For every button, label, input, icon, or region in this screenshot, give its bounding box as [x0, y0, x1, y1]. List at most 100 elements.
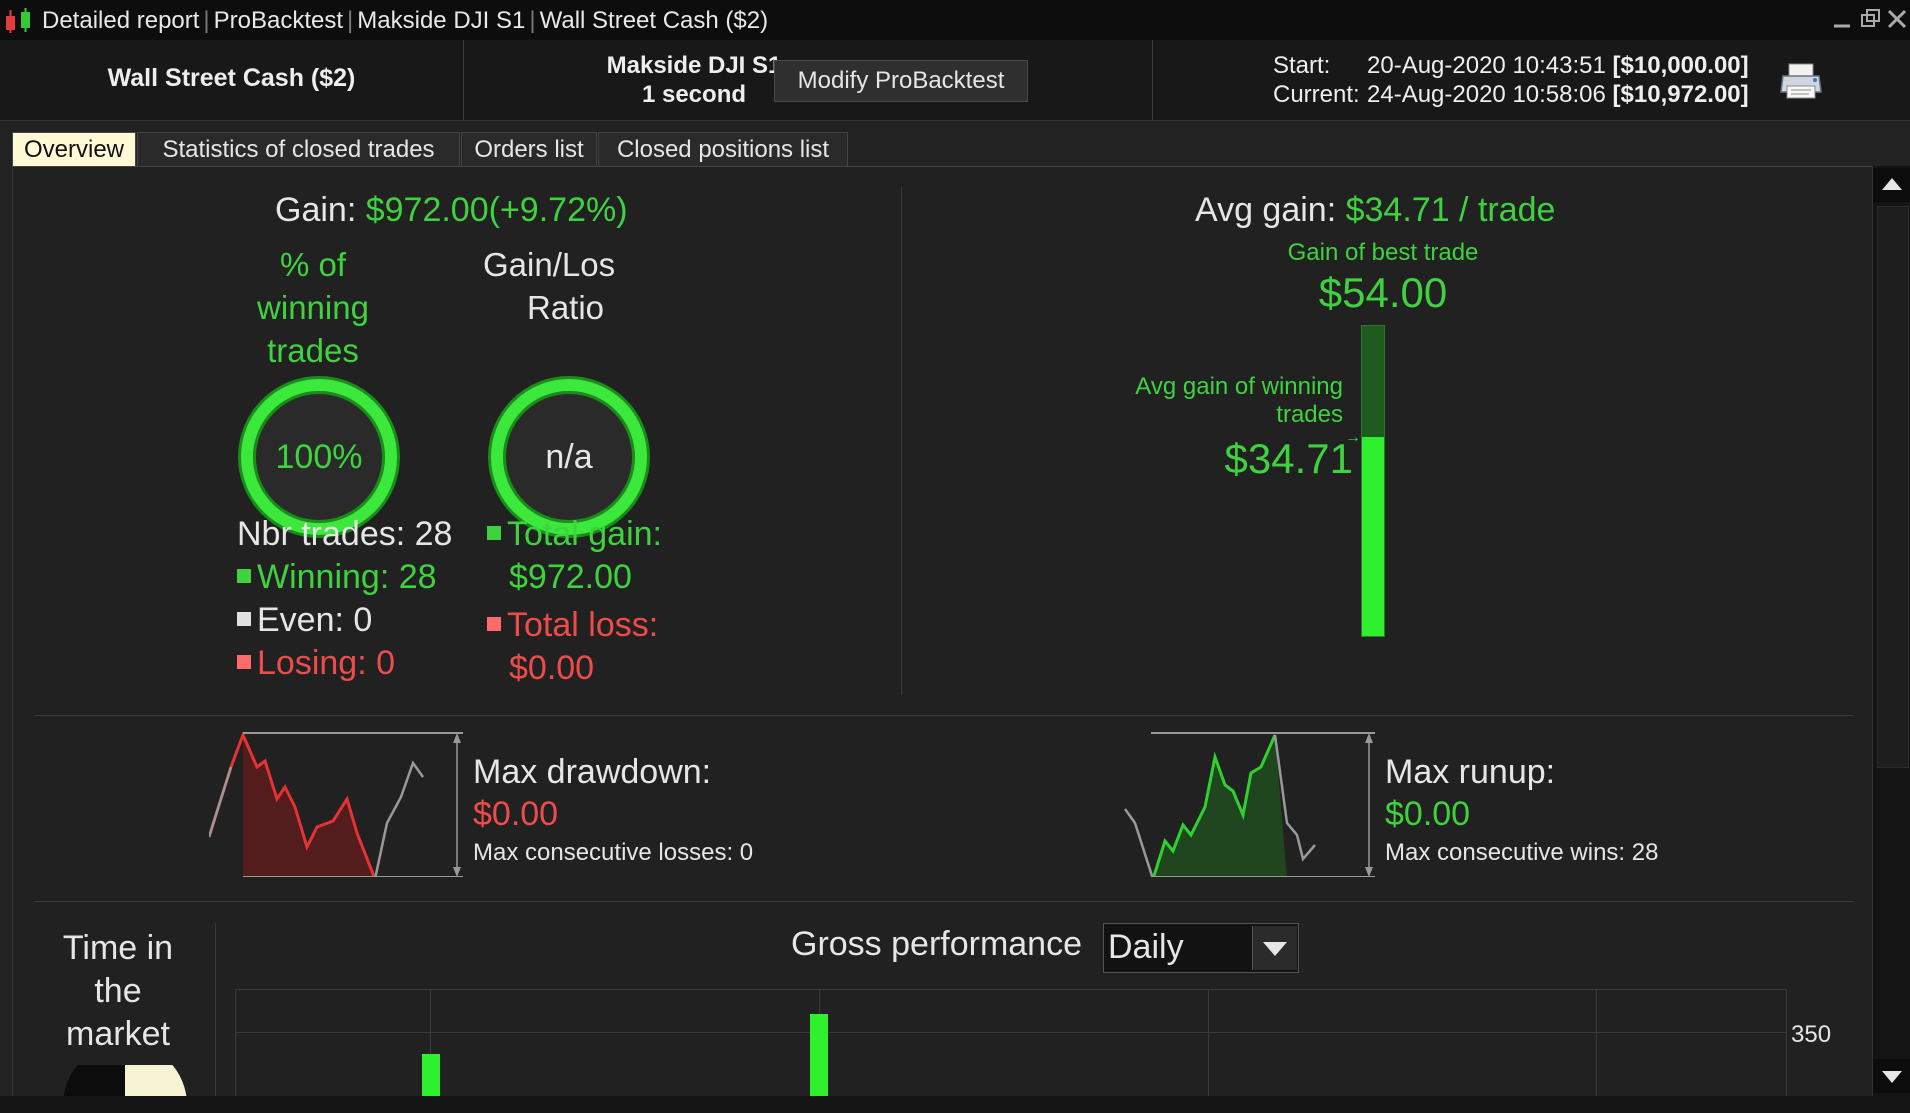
- total-loss-square-icon: [487, 617, 501, 632]
- current-row: Current: 24-Aug-2020 10:58:06 [$10,972.00…: [1273, 81, 1749, 109]
- winning-square-icon: [237, 569, 251, 584]
- drawdown-sparkline: [209, 731, 463, 877]
- gain-loss-ratio-gauge: n/a: [491, 379, 647, 535]
- winning-pct-value: 100%: [275, 438, 363, 476]
- avg-winning-value: $34.71: [1224, 435, 1353, 482]
- chart-vgrid-4: [1596, 990, 1597, 1097]
- tab-statistics-closed-trades[interactable]: Statistics of closed trades: [137, 132, 460, 167]
- runup-sparkline: [1123, 732, 1375, 877]
- best-trade-label: Gain of best trade: [1287, 239, 1479, 266]
- minimize-icon[interactable]: [1830, 6, 1856, 32]
- total-loss-label: Total loss:: [507, 606, 659, 644]
- losing-text: Losing: 0: [257, 644, 395, 682]
- avg-winning-label: Avg gain of winning trades: [1053, 373, 1343, 429]
- arrow-right-icon: →: [1345, 429, 1361, 446]
- time-in-market-pie: [63, 1065, 187, 1097]
- scroll-up-icon[interactable]: [1873, 168, 1910, 202]
- winning-pct-gauge: 100%: [241, 379, 397, 535]
- chart-gridline-350: [236, 1032, 1786, 1033]
- performance-bar: [810, 1014, 828, 1097]
- max-drawdown-value: $0.00: [473, 795, 559, 833]
- title-part-probacktest: ProBacktest: [213, 7, 344, 34]
- restore-icon[interactable]: [1858, 6, 1884, 32]
- chart-vgrid-1: [430, 990, 431, 1097]
- start-date: 20-Aug-2020 10:43:51: [1367, 52, 1606, 79]
- chevron-down-icon[interactable]: [1252, 926, 1297, 970]
- title-part-report: Detailed report: [42, 7, 200, 34]
- avg-gain-value: $34.71 / trade: [1345, 191, 1556, 229]
- start-label: Start:: [1273, 52, 1331, 79]
- overview-divider: [901, 187, 902, 695]
- ratio-title-line1: Gain/Los: [483, 246, 616, 283]
- winning-pct-title-line3: trades: [267, 332, 359, 369]
- modify-probacktest-button[interactable]: Modify ProBacktest: [774, 60, 1028, 102]
- tab-orders-list[interactable]: Orders list: [461, 132, 597, 167]
- chart-vgrid-3: [1208, 990, 1209, 1097]
- avg-gain-bar-fill: [1362, 436, 1384, 636]
- gain-loss-ratio-value: n/a: [545, 438, 593, 476]
- max-runup-label: Max runup:: [1385, 753, 1556, 791]
- best-trade-value: $54.00: [1318, 269, 1448, 316]
- ratio-title-line2: Ratio: [527, 289, 605, 326]
- time-in-market-line3: market: [66, 1015, 170, 1053]
- even-trades: Even: 0: [237, 601, 372, 640]
- winning-text: Winning: 28: [257, 558, 437, 596]
- max-consec-losses: Max consecutive losses: 0: [473, 839, 754, 866]
- total-gain-label: Total gain:: [507, 515, 662, 553]
- max-runup-value: $0.00: [1385, 795, 1471, 833]
- time-in-market-line2: the: [94, 972, 142, 1010]
- losing-square-icon: [237, 655, 251, 670]
- report-header: Wall Street Cash ($2) Makside DJI S1 1 s…: [0, 40, 1910, 121]
- overview-panel: Gain: $972.00(+9.72%) % of winning trade…: [12, 166, 1873, 1097]
- winning-pct-title-line1: % of: [279, 246, 347, 283]
- winning-trades: Winning: 28: [237, 558, 437, 597]
- gain-percent: (+9.72%): [488, 191, 628, 229]
- vertical-scrollbar[interactable]: [1872, 166, 1910, 1096]
- avg-winning-label-line2: trades: [1276, 401, 1343, 428]
- y-tick-350: 350: [1791, 1021, 1832, 1048]
- gross-performance-label: Gross performance: [791, 925, 1082, 963]
- instrument-cell: Wall Street Cash ($2): [0, 40, 464, 120]
- gain-loss-ratio-title: Gain/Los Ratio: [483, 243, 633, 329]
- bottom-strip: [0, 1096, 1910, 1113]
- current-capital: [$10,972.00]: [1612, 81, 1749, 108]
- avg-gain-summary: Avg gain: $34.71 / trade: [1195, 191, 1555, 230]
- gain-label: Gain:: [275, 191, 357, 229]
- current-date: 24-Aug-2020 10:58:06: [1367, 81, 1606, 108]
- scrollbar-thumb[interactable]: [1877, 206, 1909, 768]
- gain-summary: Gain: $972.00(+9.72%): [275, 191, 628, 230]
- losing-trades: Losing: 0: [237, 644, 395, 683]
- period-dropdown[interactable]: Daily: [1103, 923, 1299, 973]
- winning-pct-title-line2: winning: [257, 289, 369, 326]
- tab-overview[interactable]: Overview: [12, 132, 136, 167]
- title-part-instrument: Wall Street Cash ($2): [539, 7, 769, 34]
- section-divider-1: [35, 715, 1853, 716]
- dates-cell: Start: 20-Aug-2020 10:43:51 [$10,000.00] …: [1153, 40, 1910, 120]
- title-part-system: Makside DJI S1: [357, 7, 526, 34]
- even-text: Even: 0: [257, 601, 373, 639]
- time-in-market-line1: Time in: [62, 929, 174, 967]
- avg-gain-label: Avg gain:: [1195, 191, 1337, 229]
- max-drawdown-label: Max drawdown:: [473, 753, 712, 791]
- avg-gain-bar: [1361, 325, 1385, 637]
- period-selected: Daily: [1108, 928, 1184, 966]
- tab-closed-positions-list[interactable]: Closed positions list: [598, 132, 848, 167]
- max-consec-wins: Max consecutive wins: 28: [1385, 839, 1659, 866]
- system-cell: Makside DJI S1 1 second Modify ProBackte…: [464, 40, 1153, 120]
- gain-value: $972.00: [365, 191, 489, 229]
- total-gain-square-icon: [487, 526, 501, 541]
- total-gain-value: $972.00: [509, 558, 632, 596]
- timeframe: 1 second: [641, 81, 747, 108]
- total-loss-value: $0.00: [509, 649, 595, 687]
- instrument-name: Wall Street Cash ($2): [107, 64, 356, 92]
- close-icon[interactable]: [1884, 6, 1910, 32]
- time-in-market-title: Time in the market: [33, 927, 203, 1056]
- scroll-down-icon[interactable]: [1873, 1059, 1910, 1093]
- avg-winning-label-line1: Avg gain of winning: [1135, 373, 1343, 400]
- current-label: Current:: [1273, 81, 1360, 108]
- nbr-trades: Nbr trades: 28: [237, 515, 453, 553]
- printer-icon[interactable]: [1779, 62, 1823, 102]
- time-market-divider: [215, 923, 216, 1097]
- total-loss: Total loss:: [487, 606, 658, 645]
